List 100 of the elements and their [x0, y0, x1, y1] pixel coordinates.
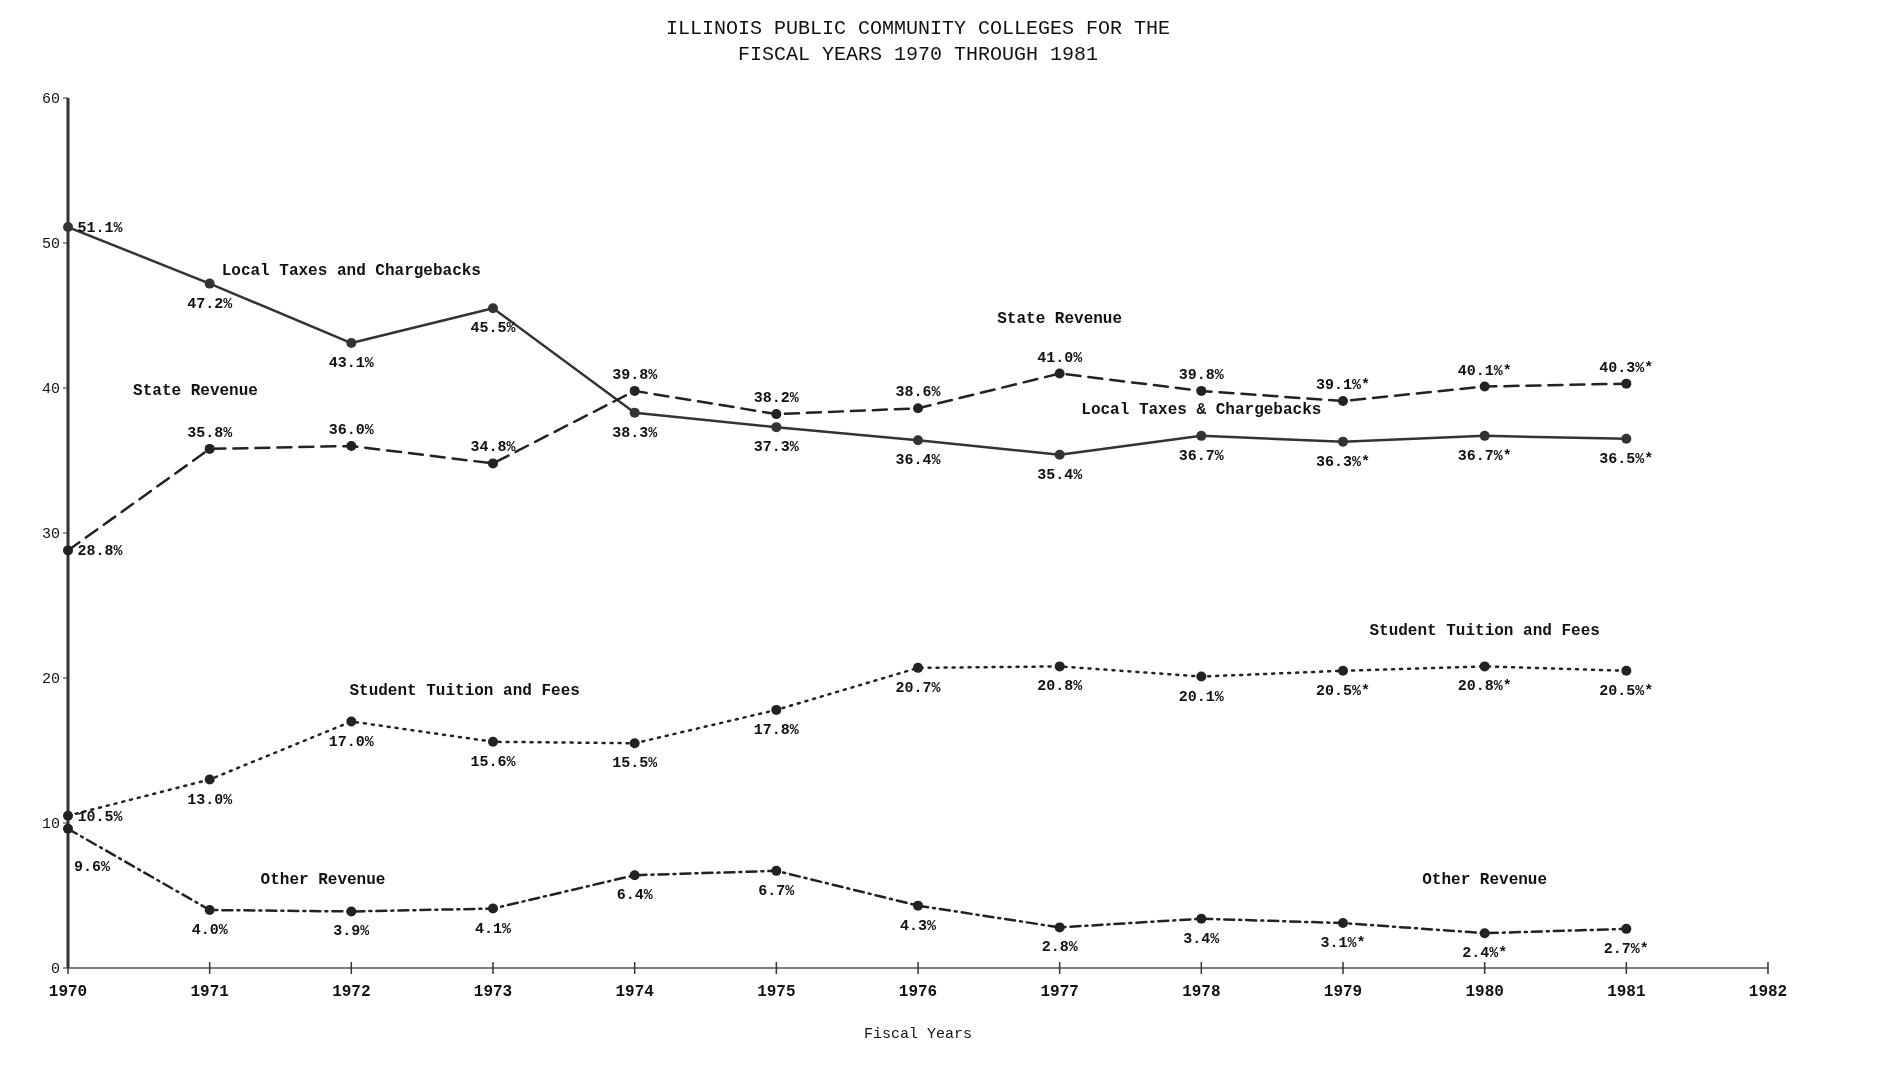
- data-label: 6.4%: [616, 887, 654, 905]
- data-label: 39.8%: [1178, 366, 1225, 384]
- data-label: 10.5%: [77, 808, 124, 826]
- y-tick-label: 20: [41, 671, 60, 688]
- point: [1338, 918, 1348, 929]
- point: [1054, 368, 1065, 379]
- data-label: 20.5%*: [1315, 682, 1371, 700]
- point: [629, 870, 640, 881]
- data-label: 40.3%*: [1599, 359, 1654, 377]
- data-label: 20.5%*: [1599, 682, 1654, 700]
- x-tick-label: 1975: [757, 983, 796, 1001]
- y-tick-label: 10: [41, 816, 60, 833]
- point: [913, 662, 923, 673]
- annotation: Local Taxes and Chargebacks: [221, 261, 481, 280]
- data-label: 15.6%: [470, 753, 517, 771]
- data-label: 38.6%: [895, 384, 942, 402]
- point: [629, 407, 640, 418]
- point: [1621, 665, 1632, 676]
- x-tick-label: 1978: [1182, 983, 1221, 1001]
- data-label: 4.1%: [474, 920, 512, 938]
- point: [1621, 433, 1632, 444]
- x-tick-label: 1980: [1465, 983, 1504, 1001]
- point: [771, 409, 782, 420]
- chart-title: ILLINOIS PUBLIC COMMUNITY COLLEGES FOR THE FISCAL YEARS 1970 THROUGH 1981: [665, 17, 1171, 66]
- point: [1054, 661, 1065, 672]
- point: [204, 774, 215, 785]
- point: [346, 441, 357, 451]
- data-label: 20.8%*: [1457, 678, 1512, 696]
- point: [771, 704, 782, 715]
- annotation: Student Tuition and Fees: [1369, 621, 1600, 640]
- x-tick-label: 1976: [898, 983, 938, 1001]
- data-label: 15.5%: [612, 755, 659, 773]
- data-label: 20.1%: [1178, 688, 1225, 706]
- point: [346, 906, 357, 917]
- data-label: 13.0%: [187, 791, 234, 809]
- data-label: 28.8%: [77, 543, 124, 561]
- point: [1338, 665, 1348, 676]
- x-tick-label: 1971: [190, 983, 229, 1001]
- point: [1479, 661, 1490, 672]
- y-tick-label: 30: [41, 526, 60, 543]
- x-tick-label: 1974: [615, 983, 655, 1001]
- data-label: 51.1%: [77, 220, 124, 238]
- y-tick-label: 50: [41, 236, 60, 253]
- data-label: 4.0%: [191, 922, 229, 939]
- annotation: Other Revenue: [260, 870, 386, 889]
- point: [204, 278, 215, 289]
- data-label: 36.5%*: [1599, 450, 1654, 468]
- data-label: 36.0%: [328, 422, 375, 439]
- data-label: 38.3%: [612, 424, 659, 442]
- data-label: 17.0%: [328, 733, 375, 751]
- point: [1196, 385, 1207, 396]
- point: [1338, 436, 1348, 447]
- x-tick-label: 1982: [1748, 983, 1788, 1001]
- y-tick-label: 0: [50, 961, 60, 978]
- point: [1621, 378, 1632, 389]
- point: [629, 738, 640, 749]
- point: [346, 716, 357, 727]
- data-label: 34.8%: [470, 439, 517, 457]
- point: [1338, 396, 1348, 407]
- data-label: 38.2%: [753, 390, 800, 408]
- point: [488, 458, 498, 469]
- point: [1479, 430, 1490, 441]
- point: [1479, 928, 1490, 939]
- data-label: 2.7%*: [1603, 940, 1649, 958]
- data-label: 41.0%: [1037, 349, 1084, 367]
- data-label: 2.8%: [1041, 939, 1079, 957]
- point: [488, 303, 498, 314]
- point: [346, 338, 357, 349]
- annotation: Student Tuition and Fees: [349, 682, 580, 701]
- data-label: 20.8%: [1037, 678, 1084, 696]
- point: [63, 823, 73, 834]
- data-label: 4.3%: [899, 917, 937, 935]
- data-label: 6.7%: [758, 882, 796, 900]
- point: [204, 443, 215, 454]
- point: [913, 403, 923, 414]
- point: [1054, 922, 1065, 933]
- data-label: 43.1%: [328, 355, 375, 373]
- x-tick-label: 1981: [1607, 983, 1646, 1001]
- data-label: 35.8%: [187, 424, 234, 442]
- data-label: 20.7%: [895, 679, 942, 697]
- point: [1196, 430, 1207, 441]
- annotation: State Revenue: [133, 382, 258, 401]
- data-label: 36.4%: [895, 452, 942, 470]
- data-label: 39.8%: [612, 366, 659, 384]
- x-tick-label: 1979: [1323, 983, 1363, 1001]
- annotation: Other Revenue: [1422, 870, 1548, 889]
- y-tick-label: 60: [41, 91, 60, 108]
- data-label: 37.3%: [753, 439, 800, 457]
- data-label: 3.4%: [1183, 930, 1221, 948]
- point: [63, 545, 73, 556]
- annotation: Local Taxes & Chargebacks: [1081, 401, 1322, 420]
- data-label: 17.8%: [753, 721, 800, 739]
- point: [63, 222, 73, 233]
- point: [204, 905, 215, 915]
- point: [488, 903, 498, 914]
- data-label: 47.2%: [187, 295, 234, 313]
- point: [1054, 449, 1065, 460]
- point: [1621, 923, 1632, 934]
- point: [1196, 913, 1207, 924]
- data-label: 39.1%*: [1315, 377, 1371, 395]
